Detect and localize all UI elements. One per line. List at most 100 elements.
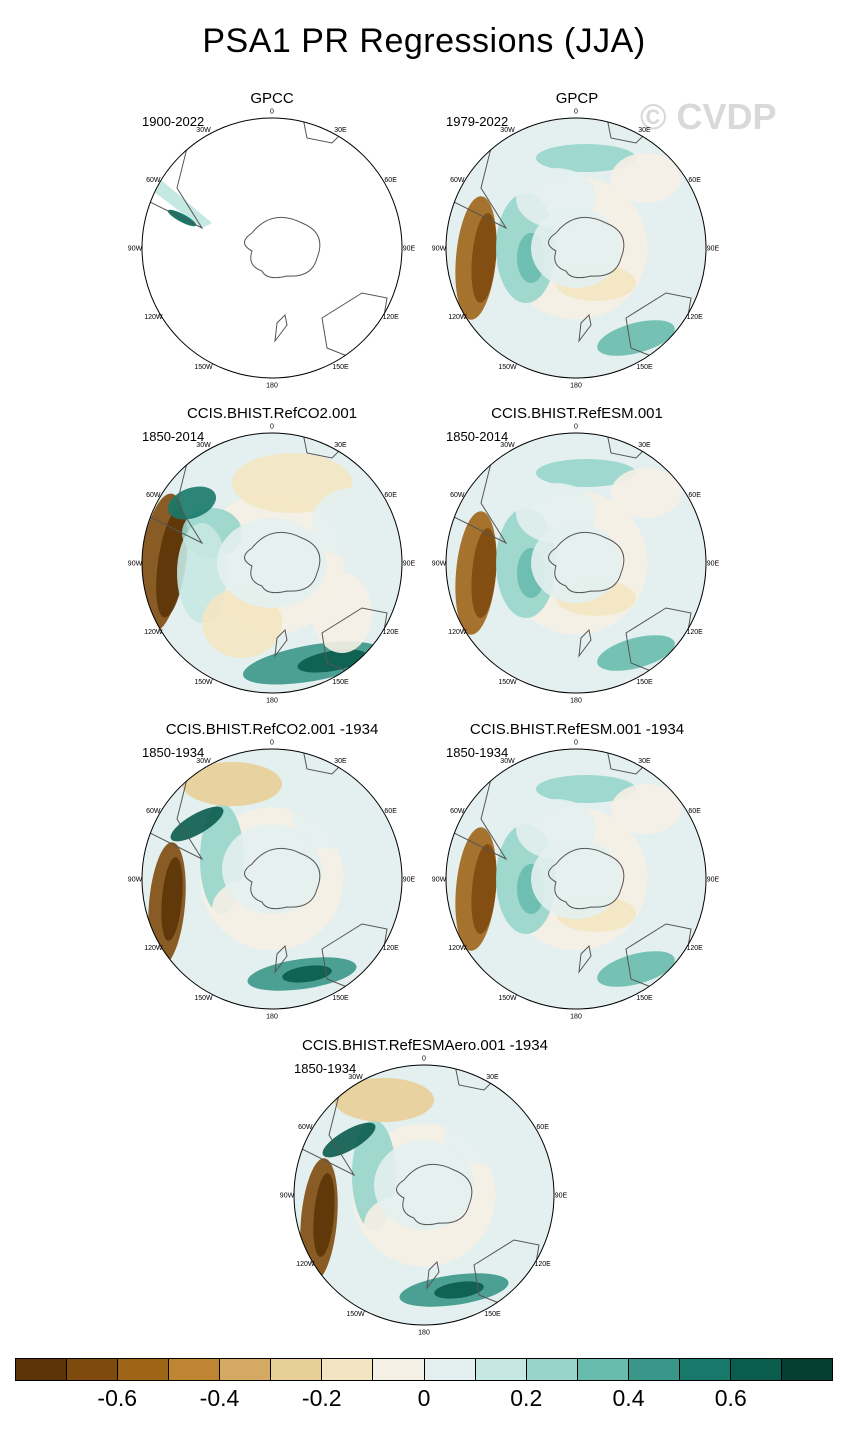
longitude-label: 60W bbox=[450, 492, 465, 499]
map-panel: GPCP 1979-2022 0 30E 60E 90E 120E 150E 180 150W 12… bbox=[432, 90, 776, 390]
antarctica-coastline bbox=[244, 847, 321, 910]
colorbar-swatch bbox=[781, 1359, 832, 1380]
longitude-label: 150E bbox=[636, 995, 653, 1002]
colorbar-tick-label: 0.6 bbox=[714, 1385, 747, 1411]
polar-map: 0 30E 60E 90E 120E 150E 180 150W 120W 90W 60W 30W bbox=[432, 109, 720, 390]
longitude-label: 0 bbox=[270, 424, 274, 431]
longitude-label: 90W bbox=[432, 877, 447, 884]
longitude-label: 90W bbox=[432, 561, 447, 568]
anomaly-patch bbox=[313, 1173, 335, 1257]
longitude-label: 60W bbox=[146, 808, 161, 815]
anomaly-patch bbox=[536, 459, 636, 487]
polar-map: 0 30E 60E 90E 120E 150E 180 150W 120W 90W 60W 30W bbox=[280, 1056, 568, 1337]
panel-years: 1850-2014 bbox=[446, 429, 509, 444]
antarctica-coastline bbox=[548, 531, 625, 594]
longitude-label: 60E bbox=[384, 492, 397, 499]
new-zealand-coastline bbox=[274, 944, 288, 974]
longitude-label: 120W bbox=[144, 945, 163, 952]
panel-years: 1900-2022 bbox=[142, 114, 205, 129]
anomaly-patch bbox=[292, 789, 372, 849]
longitude-label: 60E bbox=[384, 177, 397, 184]
longitude-label: 30W bbox=[500, 442, 515, 449]
longitude-label: 120E bbox=[686, 945, 703, 952]
colorbar-swatch bbox=[220, 1359, 272, 1380]
anomaly-patch bbox=[161, 857, 183, 941]
longitude-label: 150W bbox=[194, 995, 213, 1002]
longitude-label: 90E bbox=[403, 246, 416, 253]
longitude-label: 180 bbox=[266, 1014, 278, 1021]
map-panel: CCIS.BHIST.RefESM.001 -1934 1850-1934 0 30E… bbox=[432, 721, 776, 1021]
colorbar bbox=[15, 1358, 833, 1381]
map-boundary bbox=[141, 748, 403, 1010]
longitude-label: 30W bbox=[500, 758, 515, 765]
anomaly-patch bbox=[611, 468, 681, 518]
anomaly-patch bbox=[170, 806, 224, 842]
longitude-label: 150E bbox=[636, 679, 653, 686]
anomaly-patch bbox=[312, 573, 372, 653]
longitude-label: 90E bbox=[403, 561, 416, 568]
colorbar-tick-label: -0.2 bbox=[301, 1385, 342, 1411]
longitude-label: 30W bbox=[196, 442, 211, 449]
anomaly-patch bbox=[611, 153, 681, 203]
panel-years: 1850-2014 bbox=[142, 429, 205, 444]
longitude-label: 90W bbox=[128, 877, 143, 884]
polar-map: 0 30E 60E 90E 120E 150E 180 150W 120W 90W 60W 30W bbox=[128, 424, 416, 705]
longitude-label: 150E bbox=[332, 679, 349, 686]
longitude-label: 30E bbox=[334, 127, 347, 134]
longitude-label: 90E bbox=[707, 561, 720, 568]
anomaly-patch bbox=[654, 829, 698, 929]
longitude-label: 120E bbox=[382, 314, 399, 321]
longitude-label: 120W bbox=[448, 629, 467, 636]
new-zealand-coastline bbox=[578, 944, 592, 974]
map-panel: GPCC 1900-2022 0 30E 60E 90E 120E 150E 180 150W 12… bbox=[128, 90, 472, 390]
longitude-label: 30W bbox=[196, 758, 211, 765]
anomaly-patch bbox=[499, 1170, 549, 1260]
panel-years: 1979-2022 bbox=[446, 114, 509, 129]
anomaly-patch bbox=[444, 1105, 524, 1165]
colorbar-swatch bbox=[475, 1359, 527, 1380]
panel-title: CCIS.BHIST.RefCO2.001 -1934 bbox=[165, 721, 379, 738]
map-boundary bbox=[445, 117, 707, 379]
anomaly-patch bbox=[654, 198, 698, 298]
longitude-label: 180 bbox=[418, 1330, 430, 1337]
anomaly-patch bbox=[322, 1122, 376, 1158]
anomaly-patch bbox=[347, 854, 397, 944]
panel-title: GPCP bbox=[555, 90, 599, 107]
longitude-label: 30W bbox=[348, 1074, 363, 1081]
panel-years: 1850-1934 bbox=[446, 745, 509, 760]
longitude-label: 120W bbox=[448, 945, 467, 952]
longitude-label: 30E bbox=[334, 442, 347, 449]
longitude-label: 30E bbox=[334, 758, 347, 765]
anomaly-patch bbox=[167, 486, 217, 520]
figure-title: PSA1 PR Regressions (JJA) bbox=[202, 22, 646, 60]
longitude-label: 120E bbox=[534, 1261, 551, 1268]
antarctica-coastline bbox=[244, 216, 321, 279]
new-zealand-coastline bbox=[578, 313, 592, 343]
antarctica-coastline bbox=[548, 847, 625, 910]
watermark: © CVDP bbox=[640, 96, 777, 137]
anomaly-patch bbox=[536, 144, 636, 172]
longitude-label: 60E bbox=[536, 1124, 549, 1131]
anomaly-patch bbox=[312, 488, 392, 558]
colorbar-tick-label: 0.2 bbox=[510, 1385, 543, 1411]
colorbar-swatch bbox=[526, 1359, 578, 1380]
colorbar-swatch bbox=[118, 1359, 170, 1380]
map-boundary bbox=[293, 1064, 555, 1326]
anomaly-patch bbox=[282, 965, 332, 983]
panel-title: CCIS.BHIST.RefESMAero.001 -1934 bbox=[302, 1037, 548, 1054]
longitude-label: 120W bbox=[144, 629, 163, 636]
colorbar-swatch bbox=[373, 1359, 425, 1380]
longitude-label: 60W bbox=[450, 177, 465, 184]
map-boundary bbox=[141, 432, 403, 694]
longitude-label: 30E bbox=[486, 1074, 499, 1081]
colorbar-swatch bbox=[67, 1359, 119, 1380]
colorbar-swatch bbox=[679, 1359, 731, 1380]
colorbar-swatch bbox=[730, 1359, 782, 1380]
colorbar-swatch bbox=[424, 1359, 476, 1380]
colorbar-tick-label: 0.4 bbox=[612, 1385, 645, 1411]
antarctica-coastline bbox=[396, 1163, 473, 1226]
colorbar-swatch bbox=[271, 1359, 323, 1380]
colorbar-swatch bbox=[322, 1359, 374, 1380]
longitude-label: 150W bbox=[498, 364, 517, 371]
longitude-label: 150W bbox=[346, 1311, 365, 1318]
